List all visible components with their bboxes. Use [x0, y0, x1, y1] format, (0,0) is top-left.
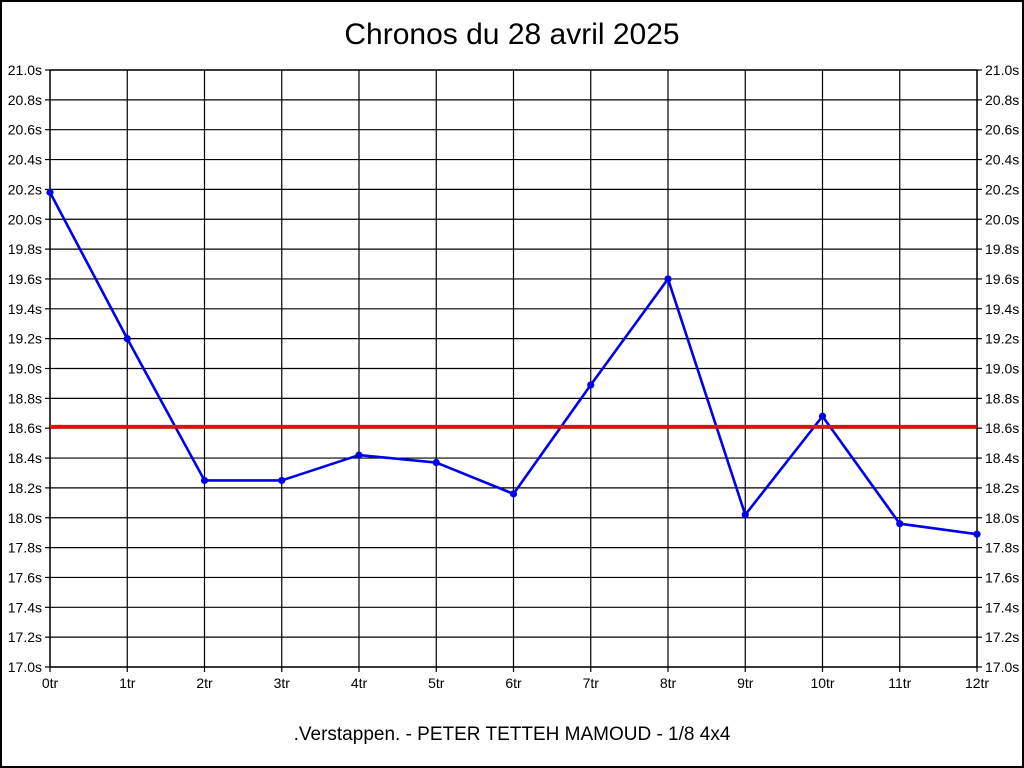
y-axis-tick-label-right: 20.8s: [985, 92, 1019, 108]
y-axis-tick-label-right: 18.2s: [985, 480, 1019, 496]
y-axis-tick-label-left: 19.2s: [8, 331, 42, 347]
y-axis-tick-label-left: 18.2s: [8, 480, 42, 496]
y-axis-tick-label-right: 19.8s: [985, 241, 1019, 257]
data-point-marker: [278, 476, 286, 485]
x-axis-tick-label: 6tr: [505, 675, 522, 691]
y-axis-tick-label-right: 17.0s: [985, 659, 1019, 675]
y-axis-tick-label-left: 21.0s: [8, 62, 42, 78]
x-axis-tick-label: 0tr: [42, 675, 59, 691]
y-axis-tick-label-right: 19.0s: [985, 361, 1019, 377]
y-axis-tick-label-right: 17.8s: [985, 540, 1019, 556]
y-axis-tick-label-left: 20.8s: [8, 92, 42, 108]
data-point-marker: [741, 511, 749, 519]
y-axis-tick-label-left: 20.6s: [8, 122, 42, 138]
x-axis-tick-label: 12tr: [965, 675, 989, 691]
y-axis-tick-label-left: 20.2s: [8, 181, 42, 197]
data-point-marker: [123, 335, 131, 343]
y-axis-tick-label-right: 17.2s: [985, 629, 1019, 645]
y-axis-tick-label-left: 18.4s: [8, 450, 42, 466]
y-axis-tick-label-right: 18.4s: [985, 450, 1019, 466]
x-axis-tick-label: 8tr: [660, 675, 677, 691]
y-axis-tick-label-left: 19.6s: [8, 271, 42, 287]
y-axis-tick-label-right: 19.6s: [985, 271, 1019, 287]
chart-title: Chronos du 28 avril 2025: [344, 18, 680, 51]
y-axis-tick-label-right: 17.4s: [985, 599, 1019, 615]
y-axis-tick-label-right: 18.0s: [985, 510, 1019, 526]
x-axis-tick-label: 10tr: [810, 675, 834, 691]
data-point-marker: [200, 476, 209, 485]
y-axis-tick-label-left: 19.8s: [8, 241, 42, 257]
y-axis-tick-label-right: 17.6s: [985, 569, 1019, 585]
y-axis-tick-label-right: 18.8s: [985, 390, 1019, 406]
x-axis-tick-label: 9tr: [737, 675, 754, 691]
y-axis-tick-label-right: 20.2s: [985, 181, 1019, 197]
data-point-marker: [896, 520, 904, 528]
y-axis-tick-label-right: 20.0s: [985, 211, 1019, 227]
data-point-marker: [818, 412, 827, 420]
x-axis-tick-label: 5tr: [428, 675, 445, 691]
data-point-marker: [587, 381, 595, 389]
y-axis-tick-label-left: 17.6s: [8, 569, 42, 585]
data-point-marker: [509, 490, 518, 498]
data-point-marker: [664, 275, 672, 283]
y-axis-tick-label-left: 18.6s: [8, 420, 42, 436]
y-axis-tick-label-right: 18.6s: [985, 420, 1019, 436]
y-axis-tick-label-left: 19.0s: [8, 361, 42, 377]
y-axis-tick-label-left: 19.4s: [8, 301, 42, 317]
y-axis-tick-label-left: 20.4s: [8, 152, 42, 168]
x-axis-tick-label: 4tr: [351, 675, 368, 691]
chart-caption: .Verstappen. - PETER TETTEH MAMOUD - 1/8…: [293, 724, 731, 745]
y-axis-tick-label-right: 19.4s: [985, 301, 1019, 317]
y-axis-tick-label-left: 17.4s: [8, 599, 42, 615]
data-point-marker: [432, 458, 440, 467]
y-axis-tick-label-left: 17.0s: [8, 659, 42, 675]
y-axis-tick-label-left: 17.8s: [8, 540, 42, 556]
y-axis-tick-label-left: 18.0s: [8, 510, 42, 526]
y-axis-tick-label-left: 17.2s: [8, 629, 42, 645]
y-axis-tick-label-right: 21.0s: [985, 62, 1019, 78]
plot-border: [49, 69, 978, 668]
x-axis-tick-label: 2tr: [196, 675, 213, 691]
data-point-marker: [355, 451, 363, 459]
x-axis-tick-label: 11tr: [888, 675, 911, 691]
y-axis-tick-label-left: 20.0s: [8, 211, 42, 227]
x-axis-tick-label: 3tr: [274, 675, 291, 691]
x-axis-tick-label: 7tr: [583, 675, 600, 691]
data-point-marker: [46, 188, 54, 196]
data-point-marker: [973, 530, 981, 538]
y-axis-tick-label-right: 20.6s: [985, 122, 1019, 138]
y-axis-tick-label-right: 20.4s: [985, 152, 1019, 168]
x-axis-tick-label: 1tr: [119, 675, 136, 691]
y-axis-tick-label-left: 18.8s: [8, 390, 42, 406]
y-axis-tick-label-right: 19.2s: [985, 331, 1019, 347]
